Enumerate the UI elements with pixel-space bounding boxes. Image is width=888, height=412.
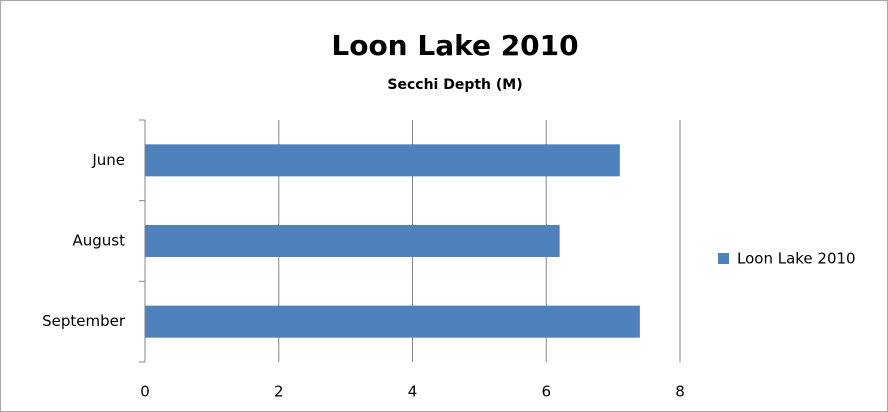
y-tick-label: August [73,232,126,250]
bar [145,225,560,257]
x-tick-label: 6 [541,383,551,401]
x-tick-label: 0 [140,383,150,401]
x-tick-label: 4 [408,383,418,401]
bar [145,144,620,177]
bar [145,305,640,338]
chart-title: Loon Lake 2010 [331,29,578,62]
chart-subtitle: Secchi Depth (M) [387,77,522,93]
legend-swatch [718,253,729,264]
x-tick-label: 8 [675,383,685,401]
y-tick-label: June [91,151,125,169]
x-tick-label: 2 [274,383,284,401]
y-tick-label: September [42,312,126,330]
legend-label: Loon Lake 2010 [737,250,856,268]
